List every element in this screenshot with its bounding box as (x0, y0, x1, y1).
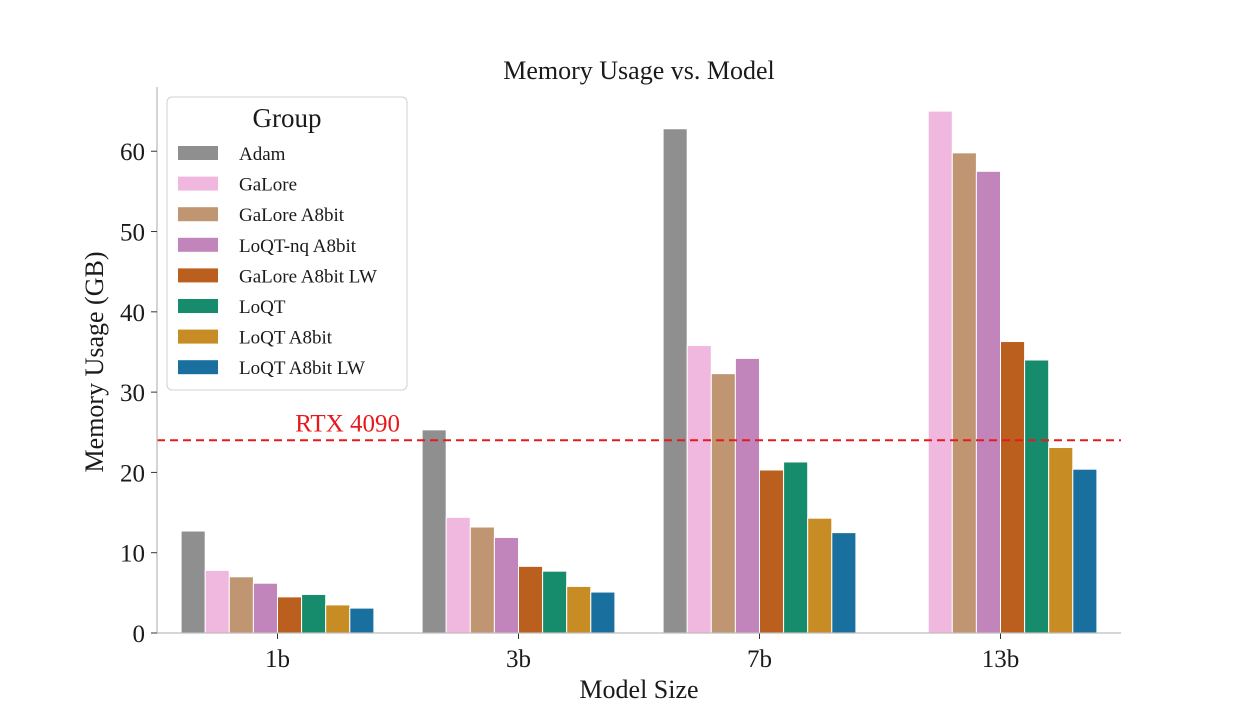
bar-loqt-a8bit-lw-1b (349, 607, 375, 634)
x-axis-label: Model Size (579, 675, 698, 704)
legend-item-label: LoQT-nq A8bit (239, 236, 357, 257)
bar-galore-a8bit-1b (228, 576, 254, 634)
legend-item-label: GaLore (239, 175, 297, 196)
chart-title: Memory Usage vs. Model (503, 56, 775, 85)
legend-swatch (178, 237, 218, 252)
bar-loqt-7b (783, 461, 809, 634)
bar-adam-7b (662, 128, 688, 634)
bar-galore-a8bit-7b (710, 373, 736, 634)
y-tick-label: 60 (120, 139, 145, 166)
bar-galore-a8bit-3b (469, 526, 495, 634)
bar-loqt-nq-a8bit-7b (734, 357, 761, 634)
legend-swatch (178, 146, 218, 160)
legend-swatch (178, 360, 218, 375)
y-tick-label: 30 (120, 380, 145, 407)
y-tick-label: 20 (120, 460, 145, 487)
legend: Group Adam GaLore GaLore A8bit LoQT-nq A8bit… (166, 96, 408, 391)
legend-title: Group (253, 103, 322, 133)
legend-swatch (178, 207, 218, 222)
bar-loqt-nq-a8bit-3b (493, 536, 519, 634)
reference-line-group: RTX 4090 (157, 410, 1121, 442)
bar-loqt-1b (301, 593, 327, 634)
legend-item-label: GaLore A8bit LW (239, 266, 377, 287)
x-tick-label: 1b (265, 646, 290, 673)
x-tick-label: 7b (747, 646, 772, 673)
bar-loqt-a8bit-1b (325, 604, 351, 634)
bar-galore-13b (927, 110, 953, 634)
bar-adam-1b (180, 530, 206, 634)
bar-loqt-a8bit-lw-7b (831, 532, 857, 634)
legend-item-label: Adam (239, 144, 286, 165)
bar-galore-1b (204, 569, 230, 634)
bars-layer (180, 110, 1098, 634)
y-axis-label: Memory Usage (GB) (80, 252, 109, 473)
bar-galore-a8bit-lw-3b (518, 565, 544, 634)
legend-swatch (178, 299, 218, 313)
legend-item-label: LoQT (239, 297, 286, 318)
bar-galore-a8bit-lw-7b (759, 469, 785, 634)
bar-loqt-a8bit-lw-13b (1072, 468, 1098, 634)
bar-adam-3b (421, 429, 447, 634)
legend-swatch (178, 176, 218, 191)
legend-swatch (178, 268, 218, 283)
axes-layer: 1b 3b 7b 13b 0 10 20 30 40 50 60 (120, 87, 1121, 673)
bar-galore-3b (445, 516, 471, 634)
bar-loqt-13b (1024, 359, 1050, 634)
bar-loqt-a8bit-13b (1048, 447, 1074, 634)
y-tick-label: 10 (120, 541, 145, 568)
legend-swatch (178, 329, 218, 344)
legend-item-label: GaLore A8bit (239, 205, 345, 226)
bar-galore-a8bit-lw-13b (1000, 341, 1026, 634)
legend-item-label: LoQT A8bit (239, 328, 333, 349)
x-tick-label: 3b (506, 646, 531, 673)
y-tick-label: 50 (120, 220, 145, 247)
bar-loqt-a8bit-7b (807, 517, 833, 634)
bar-loqt-a8bit-3b (566, 585, 592, 634)
bar-loqt-3b (542, 570, 568, 634)
legend-item-label: LoQT A8bit LW (239, 358, 365, 379)
bar-loqt-a8bit-lw-3b (590, 591, 616, 634)
reference-line-label: RTX 4090 (295, 410, 400, 437)
bar-loqt-nq-a8bit-1b (252, 582, 278, 634)
bar-galore-7b (686, 345, 712, 634)
bar-galore-a8bit-13b (951, 152, 977, 634)
bar-galore-a8bit-lw-1b (277, 596, 303, 634)
y-tick-label: 0 (133, 621, 146, 648)
x-tick-label: 13b (982, 646, 1020, 673)
legend-box (166, 96, 408, 391)
bar-loqt-nq-a8bit-13b (975, 170, 1002, 634)
y-tick-label: 40 (120, 300, 145, 327)
